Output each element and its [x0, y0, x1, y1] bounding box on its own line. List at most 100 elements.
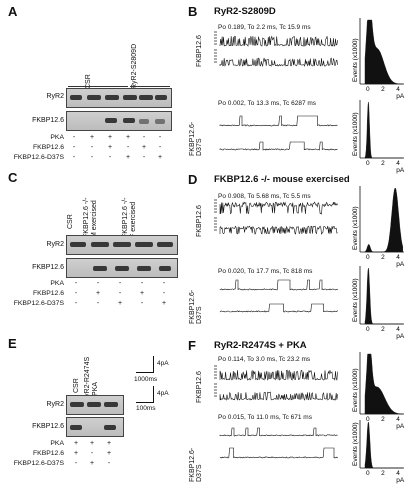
- histo-f1-xtick: 2: [381, 416, 385, 423]
- panel-f-stats-1: Po 0.114, To 3.0 ms, Tc 23.2 ms: [218, 356, 311, 363]
- histo-d2-xtick: 2: [381, 326, 385, 333]
- lane-label-f-exercised: FKBP12.6 -/- F exercised: [122, 197, 137, 238]
- trace-d1b: [219, 225, 338, 235]
- treatment-mark: -: [126, 144, 130, 151]
- histo-f2-xtick: 4: [396, 470, 400, 477]
- histo-b1-xtick: 0: [366, 86, 370, 93]
- histo-b1-bars: [364, 19, 403, 85]
- treatment-mark: +: [89, 134, 95, 141]
- treatment-mark: +: [73, 450, 79, 457]
- histo-b2-xtick: 2: [381, 160, 385, 167]
- treatment-mark: -: [158, 144, 162, 151]
- scale-amp-label: 4pA: [157, 360, 169, 367]
- treatment-mark: -: [158, 134, 162, 141]
- panel-b-title: RyR2-S2809D: [214, 6, 276, 17]
- histo-b2-xlabel: pA: [396, 167, 405, 174]
- treatment-label: FKBP12.6: [33, 450, 64, 457]
- row-label-ryr2-c: RyR2: [46, 241, 64, 248]
- scale-t2-label: 100ms: [136, 405, 156, 412]
- panel-f-title: RyR2-R2474S + PKA: [214, 340, 307, 351]
- treatment-label: PKA: [50, 440, 64, 447]
- scale-amp-label-2: 4pA: [157, 390, 169, 397]
- treatment-mark: +: [89, 440, 95, 447]
- treatment-mark: -: [90, 144, 94, 151]
- treatment-mark: +: [107, 144, 113, 151]
- panel-d-label-1: FKBP12.6: [196, 205, 203, 237]
- histo-d1-xtick: 2: [381, 254, 385, 261]
- histo-d2-xtick: 0: [366, 326, 370, 333]
- panel-c-letter: C: [8, 170, 18, 185]
- blot-e-ryr2: [66, 395, 124, 415]
- histo-b2-xtick: 0: [366, 160, 370, 167]
- histo-f1-ylabel: Events (x1000): [352, 368, 359, 412]
- treatment-mark: -: [74, 300, 78, 307]
- trace-f2b: [219, 447, 339, 459]
- treatment-mark: -: [96, 300, 100, 307]
- histo-f1-xlabel: pA: [396, 423, 405, 430]
- treatment-mark: -: [142, 154, 146, 161]
- treatment-label: FKBP12.6-D37S: [13, 154, 64, 161]
- bracket-a2: [130, 86, 170, 87]
- trace-b2: [219, 115, 338, 127]
- trace-b1b: [219, 57, 338, 67]
- treatment-mark: -: [74, 280, 78, 287]
- treatment-mark: +: [125, 134, 131, 141]
- panel-d-label-2: FKBP12.6- D37S: [189, 289, 203, 324]
- panel-b-stats-1: Po 0.189, To 2.2 ms, Tc 15.9 ms: [218, 24, 311, 31]
- panel-a-letter: A: [8, 4, 18, 19]
- histo-b1-ylabel: Events (x1000): [352, 38, 359, 82]
- treatment-mark: -: [72, 134, 76, 141]
- panel-e-letter: E: [8, 336, 17, 351]
- scale-t1-label: 1000ms: [134, 376, 158, 383]
- treatment-mark: +: [117, 300, 123, 307]
- histo-d1-xlabel: pA: [396, 261, 405, 268]
- treatment-label: PKA: [50, 280, 64, 287]
- trace-b2b: [219, 141, 338, 151]
- scale-bar-horizontal-2: [136, 402, 154, 403]
- lane-label-s2809d: RyR2-S2809D: [131, 43, 138, 89]
- panel-b-stats-2: Po 0.002, To 13.3 ms, Tc 6287 ms: [218, 100, 317, 107]
- treatment-mark: -: [72, 154, 76, 161]
- treatment-mark: +: [89, 460, 95, 467]
- histo-d2-xtick: 4: [396, 326, 400, 333]
- blot-a-fkbp: [66, 111, 172, 131]
- blot-c-ryr2: [66, 235, 178, 255]
- histo-b2-bars: [364, 101, 403, 159]
- treatment-mark: -: [74, 460, 78, 467]
- histo-f2-xtick: 0: [366, 470, 370, 477]
- treatment-mark: -: [96, 280, 100, 287]
- histo-f1-xtick: 4: [396, 416, 400, 423]
- panel-d-stats-1: Po 0.908, To 5.68 ms, Tc 5.5 ms: [218, 193, 311, 200]
- treatment-mark: -: [107, 460, 111, 467]
- trace-f1: [219, 369, 338, 381]
- trace-d2: [219, 279, 339, 291]
- histo-b1-xtick: 2: [381, 86, 385, 93]
- treatment-label: FKBP12.6: [33, 290, 64, 297]
- panel-b-label-2: FKBP12.6- D37S: [189, 121, 203, 156]
- trace-f1b: [219, 391, 338, 401]
- trace-d1: [219, 201, 338, 215]
- treatment-mark: +: [107, 134, 113, 141]
- histo-d2-xlabel: pA: [396, 333, 405, 340]
- treatment-label: FKBP12.6-D37S: [13, 300, 64, 307]
- treatment-mark: -: [140, 280, 144, 287]
- treatment-label: PKA: [50, 134, 64, 141]
- treatment-label: FKBP12.6: [33, 144, 64, 151]
- treatment-mark: +: [73, 440, 79, 447]
- histo-d1-xtick: 0: [366, 254, 370, 261]
- histo-d2-bars: [364, 267, 403, 325]
- trace-f2: [219, 427, 338, 437]
- treatment-mark: -: [118, 280, 122, 287]
- treatment-mark: -: [72, 144, 76, 151]
- row-label-ryr2-a: RyR2: [46, 93, 64, 100]
- treatment-mark: -: [162, 280, 166, 287]
- lane-label-csr-e: CSR: [73, 378, 80, 393]
- histo-b1-xlabel: pA: [396, 93, 405, 100]
- panel-f-label-1: FKBP12.6: [196, 371, 203, 403]
- treatment-mark: -: [118, 290, 122, 297]
- treatment-label: FKBP12.6-D37S: [13, 460, 64, 467]
- histo-d2-ylabel: Events (x1000): [352, 278, 359, 322]
- histo-b1-xtick: 4: [396, 86, 400, 93]
- histo-f1-xtick: 0: [366, 416, 370, 423]
- row-label-ryr2-e: RyR2: [46, 401, 64, 408]
